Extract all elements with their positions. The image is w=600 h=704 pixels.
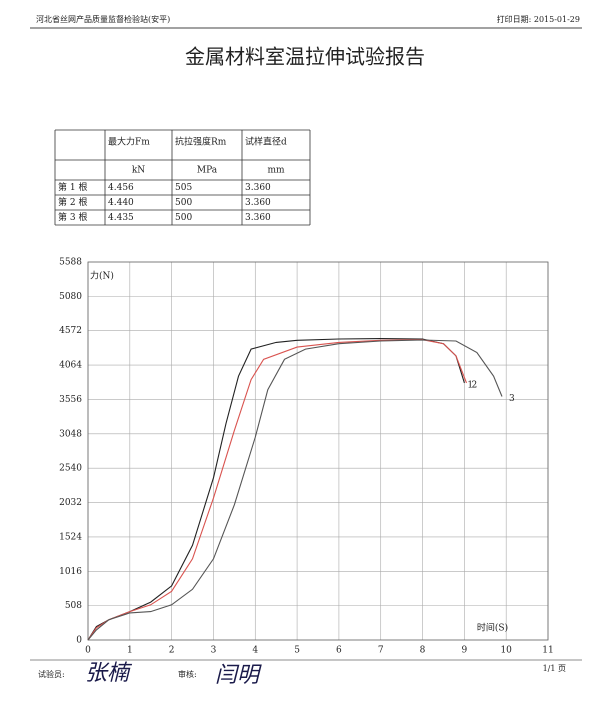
x-tick-label: 2 (169, 646, 175, 656)
y-tick-label: 3556 (59, 395, 82, 405)
title: 金属材料室温拉伸试验报告 (185, 45, 425, 69)
column-header: 最大力Fm (108, 136, 150, 148)
table-cell: 第 2 根 (58, 196, 87, 208)
x-tick-label: 4 (252, 646, 258, 656)
column-unit: MPa (197, 166, 218, 176)
table-cell: 第 3 根 (58, 211, 87, 223)
y-tick-label: 3048 (59, 429, 82, 439)
chart: 0508101615242032254030483556406445725080… (59, 258, 554, 656)
page-number: 1/1 页 (543, 664, 566, 673)
table-cell: 3.360 (245, 183, 271, 193)
column-header: 试样直径d (245, 136, 287, 148)
tester-label: 试验员: (38, 669, 65, 679)
x-axis-label: 时间(S) (477, 622, 508, 634)
table-cell: 4.435 (108, 213, 134, 223)
y-tick-label: 0 (76, 636, 82, 646)
org: 河北省丝网产品质量监督检验站(安平) (36, 14, 170, 24)
y-tick-label: 2032 (59, 498, 82, 508)
x-tick-label: 6 (336, 646, 342, 656)
x-tick-label: 5 (294, 646, 300, 656)
force-curve (87, 339, 503, 641)
y-axis-label: 力(N) (90, 270, 114, 282)
y-tick-label: 508 (65, 601, 82, 611)
force-curve (87, 338, 465, 641)
y-tick-label: 1524 (59, 532, 82, 542)
force-curve (87, 339, 468, 641)
table-cell: 3.360 (245, 198, 271, 208)
table-cell: 505 (175, 183, 192, 193)
x-tick-label: 0 (85, 646, 91, 656)
table-cell: 3.360 (245, 213, 271, 223)
y-tick-label: 2540 (59, 464, 82, 474)
curve-label: 1 (467, 380, 473, 390)
result-table: 最大力Fm kN 抗拉强度Rm MPa 试样直径d mm 第 1 根 4.456 505 3.36… (54, 129, 311, 226)
x-tick-label: 3 (211, 646, 217, 656)
reviewer-label: 审核: (178, 669, 197, 679)
table-cell: 第 1 根 (58, 181, 87, 193)
column-unit: mm (267, 166, 285, 176)
column-unit: kN (132, 166, 145, 176)
y-tick-label: 4064 (59, 361, 82, 371)
table-cell: 4.440 (108, 198, 134, 208)
y-tick-label: 5588 (59, 258, 82, 268)
x-tick-label: 7 (378, 646, 384, 656)
print-date: 打印日期: 2015-01-29 (497, 14, 580, 24)
x-tick-label: 10 (500, 646, 512, 656)
x-tick-label: 11 (542, 646, 553, 656)
x-tick-label: 9 (461, 646, 467, 656)
column-header: 抗拉强度Rm (175, 136, 227, 148)
table-cell: 500 (175, 198, 192, 208)
x-tick-label: 1 (127, 646, 133, 656)
table-cell: 500 (175, 213, 192, 223)
x-tick-label: 8 (420, 646, 426, 656)
curve-label: 2 (471, 380, 477, 390)
y-tick-label: 4572 (59, 326, 82, 336)
curve-label: 3 (509, 394, 515, 404)
plot-frame (87, 261, 549, 641)
y-tick-label: 1016 (59, 567, 82, 577)
table-cell: 4.456 (108, 183, 134, 193)
reviewer-signature: 闫明 (215, 663, 262, 688)
tester-signature: 张楠 (85, 661, 133, 686)
y-tick-label: 5080 (59, 292, 82, 302)
